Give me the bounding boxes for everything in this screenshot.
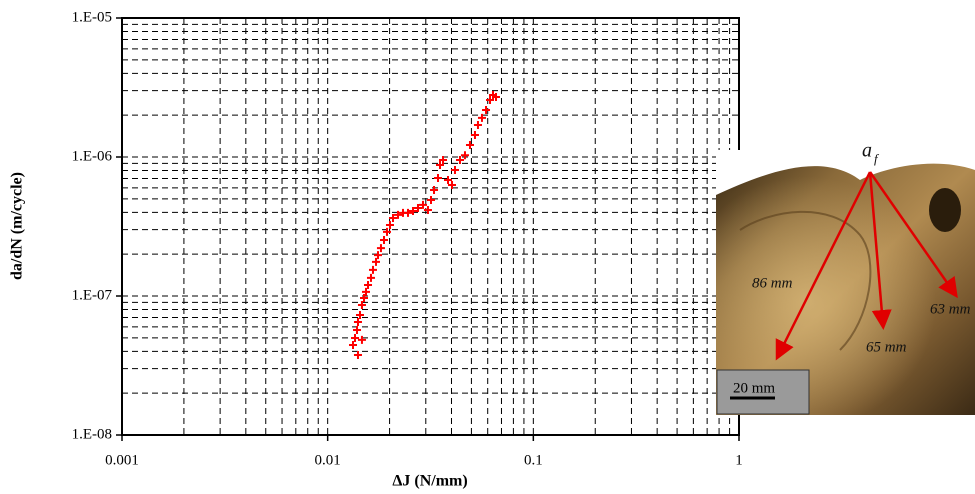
data-point (353, 318, 362, 327)
arrow (868, 171, 958, 299)
data-point (362, 287, 371, 296)
data-point (353, 351, 362, 360)
data-point (357, 335, 366, 344)
data-point (486, 96, 495, 105)
crack-front-subscript: f (874, 151, 880, 166)
data-point (372, 257, 381, 266)
y-tick-label: 1.E-06 (72, 148, 113, 164)
data-point (394, 210, 403, 219)
x-axis-title: ΔJ (N/mm) (392, 473, 467, 490)
y-tick-label: 1.E-08 (72, 426, 112, 442)
y-tick-label: 1.E-07 (72, 287, 113, 303)
data-point (368, 265, 377, 274)
data-point (376, 244, 385, 253)
data-point (353, 326, 362, 335)
x-tick-label: 0.01 (315, 452, 341, 468)
depth-label: 65 mm (866, 339, 907, 355)
scale-bar-label: 20 mm (733, 380, 775, 396)
data-point (385, 221, 394, 230)
data-point (366, 273, 375, 282)
data-point (403, 208, 412, 217)
data-point (364, 280, 373, 289)
data-point (465, 140, 474, 149)
data-point (360, 294, 369, 303)
data-point (448, 180, 457, 189)
data-point (450, 166, 459, 175)
y-axis-title: da/dN (m/cycle) (9, 172, 26, 280)
beach-mark (739, 210, 872, 351)
data-point (473, 120, 482, 129)
data-point (492, 93, 501, 102)
photo-hole (929, 188, 961, 232)
data-point (455, 156, 464, 165)
depth-label: 63 mm (930, 301, 971, 317)
data-point (482, 105, 491, 114)
photo-inset: a f 86 mm 65 mm 63 mm 20 mm (716, 140, 975, 415)
scale-bar-box (716, 369, 810, 415)
data-point (380, 235, 389, 244)
data-point (382, 227, 391, 236)
x-tick-label: 1 (735, 452, 743, 468)
data-point (426, 195, 435, 204)
data-point (374, 251, 383, 260)
depth-label: 86 mm (752, 275, 793, 291)
data-point (423, 205, 432, 214)
data-point (439, 156, 448, 165)
data-point (435, 160, 444, 169)
data-point (349, 341, 358, 350)
x-tick-label: 0.001 (105, 452, 139, 468)
data-point (433, 174, 442, 183)
data-point (418, 200, 427, 209)
crack-front-label: a (862, 140, 872, 162)
data-point (444, 176, 453, 185)
data-point (351, 333, 359, 342)
arrow (868, 171, 892, 330)
data-point (470, 130, 479, 139)
data-point (413, 203, 422, 212)
data-point (460, 151, 469, 160)
data-point (357, 300, 366, 309)
data-point (355, 310, 364, 319)
plot-area: 0.001 0.01 0.1 1 1.E-08 1.E-07 1.E-06 1.E-05 (72, 9, 743, 468)
arrow (775, 171, 872, 361)
x-tick-label: 0.1 (524, 452, 543, 468)
plot-background (122, 18, 739, 435)
data-point (388, 214, 397, 223)
data-point (477, 113, 486, 122)
data-point (409, 206, 418, 215)
data-point (430, 185, 439, 194)
y-tick-label: 1.E-05 (72, 9, 112, 25)
